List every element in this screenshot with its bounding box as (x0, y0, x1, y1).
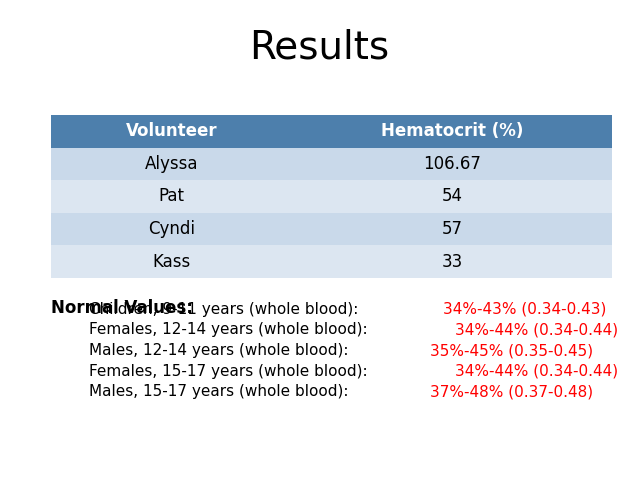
Text: 34%-44% (0.34-0.44): 34%-44% (0.34-0.44) (455, 322, 618, 337)
Text: 106.67: 106.67 (424, 155, 482, 173)
Bar (51, 148, 612, 180)
Text: Females, 15-17 years (whole blood):: Females, 15-17 years (whole blood): (89, 364, 373, 378)
Bar (51, 115, 612, 148)
Text: Males, 12-14 years (whole blood):: Males, 12-14 years (whole blood): (89, 343, 353, 358)
Text: Cyndi: Cyndi (148, 220, 195, 238)
Text: 54: 54 (442, 187, 463, 205)
Bar (51, 213, 612, 245)
Text: Results: Results (249, 29, 389, 67)
Text: Alyssa: Alyssa (145, 155, 198, 173)
Text: Males, 15-17 years (whole blood):: Males, 15-17 years (whole blood): (89, 384, 353, 399)
Text: Normal Values:: Normal Values: (51, 299, 193, 318)
Text: 33: 33 (442, 252, 463, 271)
Text: Children, 9-11 years (whole blood):: Children, 9-11 years (whole blood): (89, 302, 364, 317)
Bar (51, 180, 612, 213)
Text: 37%-48% (0.37-0.48): 37%-48% (0.37-0.48) (431, 384, 593, 399)
Text: Pat: Pat (159, 187, 185, 205)
Text: 34%-43% (0.34-0.43): 34%-43% (0.34-0.43) (443, 302, 607, 317)
Text: 35%-45% (0.35-0.45): 35%-45% (0.35-0.45) (431, 343, 593, 358)
Text: 34%-44% (0.34-0.44): 34%-44% (0.34-0.44) (455, 364, 618, 378)
Text: 57: 57 (442, 220, 463, 238)
Text: Females, 12-14 years (whole blood):: Females, 12-14 years (whole blood): (89, 322, 373, 337)
Bar (51, 245, 612, 278)
Text: Hematocrit (%): Hematocrit (%) (382, 122, 524, 140)
Text: Volunteer: Volunteer (126, 122, 218, 140)
Text: Kass: Kass (152, 252, 191, 271)
